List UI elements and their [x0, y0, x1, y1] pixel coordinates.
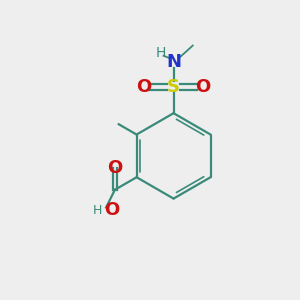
Text: H: H — [92, 204, 102, 217]
Text: O: O — [195, 78, 211, 96]
Text: H: H — [156, 46, 166, 60]
Text: O: O — [136, 78, 152, 96]
Text: S: S — [167, 78, 180, 96]
Text: O: O — [105, 201, 120, 219]
Text: O: O — [107, 159, 122, 177]
Text: N: N — [166, 53, 181, 71]
